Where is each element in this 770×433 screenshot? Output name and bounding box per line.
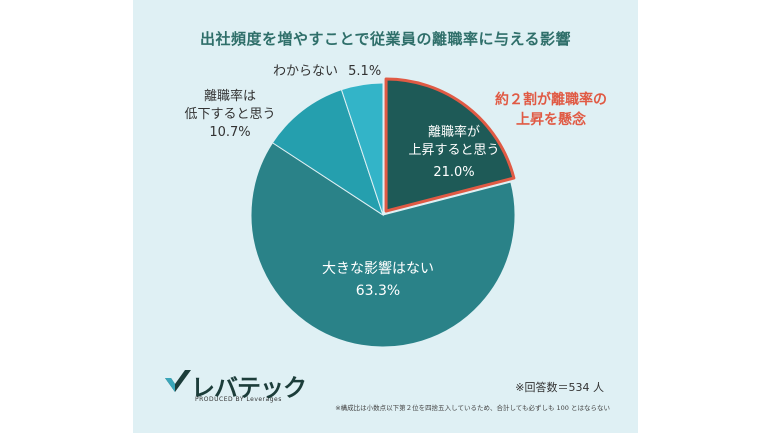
- label-rise: 離職率が 上昇すると思う 21.0%: [395, 124, 513, 182]
- pie-slice-1: [250, 142, 516, 348]
- check-logo-icon: [165, 370, 191, 392]
- label-fall-line2: 低下すると思う: [184, 107, 276, 122]
- chart-panel: 出社頻度を増やすことで従業員の離職率に与える影響 離職率が 上昇すると思う 21…: [133, 0, 638, 433]
- pie-chart: [250, 77, 516, 348]
- annotation-line1: 約２割が離職率の: [495, 92, 607, 108]
- logo-sub: PRODUCED BY Leverages: [195, 396, 282, 403]
- label-unknown: わからない 5.1%: [273, 63, 403, 81]
- annotation-callout: 約２割が離職率の 上昇を懸念: [476, 90, 626, 130]
- rounding-note: ※構成比は小数点以下第２位を四捨五入しているため、合計しても必ずしも 100 と…: [335, 404, 610, 412]
- logo-name: レバテック: [191, 374, 307, 402]
- label-unknown-line1: わからない: [273, 64, 339, 79]
- chart-title: 出社頻度を増やすことで従業員の離職率に与える影響: [199, 30, 572, 48]
- label-no-effect: 大きな影響はない 63.3%: [303, 258, 453, 302]
- label-fall-value: 10.7%: [209, 125, 251, 140]
- label-unknown-value: 5.1%: [348, 64, 382, 79]
- label-no-effect-line1: 大きな影響はない: [322, 261, 434, 277]
- label-rise-line2: 上昇すると思う: [408, 143, 500, 158]
- label-no-effect-value: 63.3%: [355, 283, 401, 299]
- annotation-line2: 上昇を懸念: [516, 112, 586, 128]
- pie-slice-3: [340, 82, 384, 216]
- label-fall: 離職率は 低下すると思う 10.7%: [175, 88, 285, 142]
- pie-slice-2: [271, 89, 384, 217]
- label-rise-line1: 離職率が: [427, 125, 480, 140]
- label-rise-value: 21.0%: [433, 165, 475, 180]
- label-fall-line1: 離職率は: [203, 89, 256, 104]
- sample-note: ※回答数＝534 人: [515, 381, 604, 394]
- pie-slice-0: [384, 77, 516, 213]
